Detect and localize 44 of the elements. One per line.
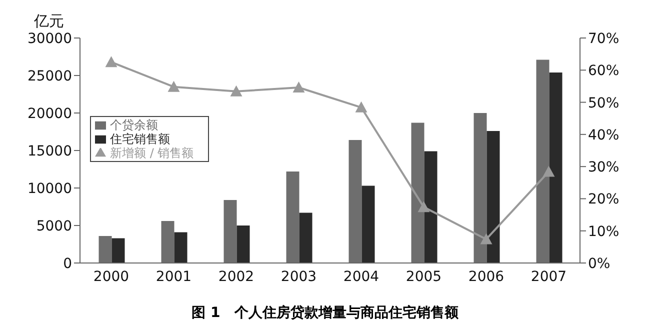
y2-tick-label: 40% <box>588 127 620 144</box>
bar <box>424 151 438 263</box>
y-tick-label: 25000 <box>27 68 72 84</box>
bar <box>236 226 250 263</box>
x-tick-label: 2006 <box>468 268 504 285</box>
y-tick-label: 0 <box>63 256 72 272</box>
legend-label: 住宅销售额 <box>110 132 170 146</box>
y2-tick-label: 30% <box>588 160 620 176</box>
y-tick-label: 30000 <box>27 30 72 47</box>
bar <box>299 212 312 263</box>
point <box>230 85 242 96</box>
x-tick-label: 2004 <box>343 268 380 285</box>
bar <box>174 232 188 263</box>
y2-tick-label: 10% <box>588 224 620 240</box>
x-tick-label: 2007 <box>530 268 567 285</box>
bar <box>486 131 500 263</box>
legend-label: 个贷余额 <box>110 118 158 132</box>
y2-tick-label: 50% <box>588 95 620 112</box>
point <box>418 201 430 212</box>
x-tick-label: 2005 <box>406 268 442 285</box>
y-tick-label: 5000 <box>36 218 72 234</box>
y2-tick-label: 20% <box>588 192 620 208</box>
bar <box>362 186 375 263</box>
y-tick-label: 15000 <box>27 143 72 160</box>
y-axis-title: 亿元 <box>33 12 64 30</box>
y2-tick-label: 0% <box>588 256 610 272</box>
bar <box>112 238 125 263</box>
y2-tick-label: 70% <box>588 30 620 47</box>
point <box>480 233 492 244</box>
point <box>542 166 555 177</box>
y-tick-label: 20000 <box>27 106 72 122</box>
x-tick-label: 2002 <box>218 268 254 285</box>
y-tick-label: 10000 <box>27 180 72 197</box>
x-tick-label: 2003 <box>280 268 317 285</box>
y2-tick-label: 60% <box>588 63 620 80</box>
x-tick-label: 2000 <box>93 268 130 285</box>
point <box>168 80 180 92</box>
legend-label: 新增额 / 销售额 <box>110 146 194 160</box>
x-tick-label: 2001 <box>156 268 192 285</box>
point <box>105 56 118 68</box>
text: 图 1 个人住房贷款增量与商品住宅销售额 <box>190 304 460 322</box>
point <box>292 82 305 92</box>
bar <box>549 72 562 263</box>
point <box>355 101 368 112</box>
